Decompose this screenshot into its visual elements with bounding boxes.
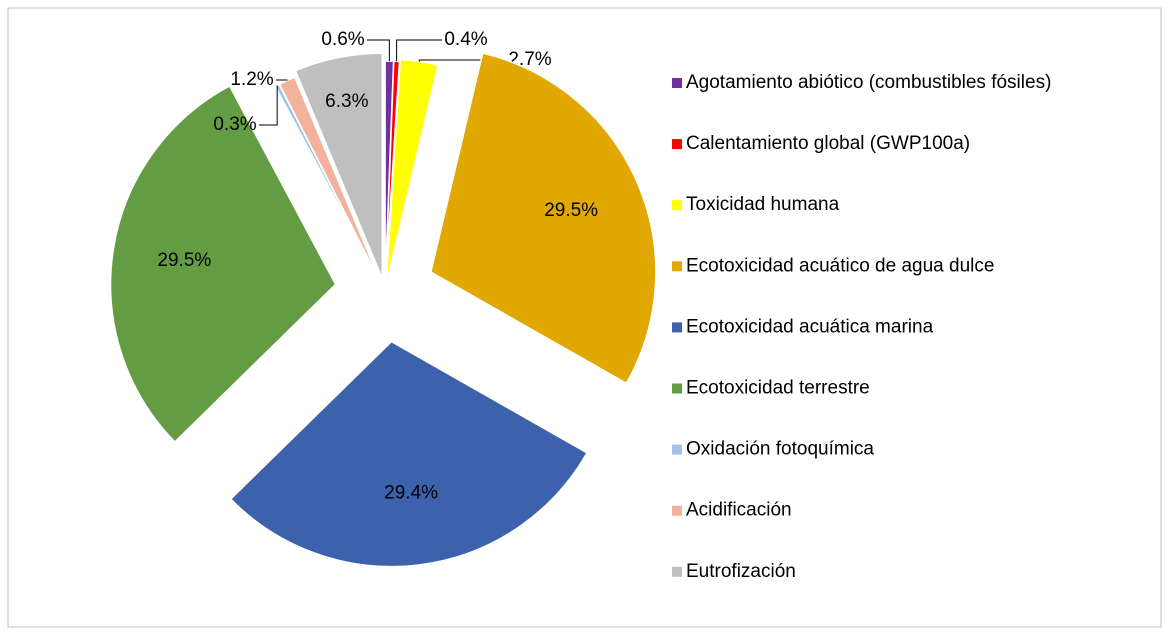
leader-line bbox=[396, 39, 442, 62]
data-label: 0.6% bbox=[321, 29, 364, 50]
data-label: 29.5% bbox=[157, 250, 211, 271]
legend-swatch bbox=[672, 383, 682, 394]
leader-line bbox=[367, 39, 390, 62]
data-label: 29.4% bbox=[384, 482, 438, 503]
pie-slice bbox=[229, 340, 589, 568]
legend-label: Agotamiento abiótico (combustibles fósil… bbox=[686, 72, 1051, 93]
legend-label: Acidificación bbox=[686, 500, 792, 521]
legend-swatch bbox=[672, 78, 682, 88]
legend-label: Ecotoxicidad acuática marina bbox=[686, 316, 934, 337]
pie-slice bbox=[429, 52, 657, 385]
legend-swatch bbox=[672, 505, 682, 516]
legend-swatch bbox=[672, 566, 682, 577]
data-label: 0.3% bbox=[213, 114, 256, 135]
legend-swatch bbox=[672, 444, 682, 455]
legend-label: Ecotoxicidad acuático de agua dulce bbox=[686, 255, 994, 276]
legend-swatch bbox=[672, 200, 682, 211]
data-label: 0.4% bbox=[444, 29, 487, 50]
pie-slice bbox=[294, 52, 383, 279]
legend-swatch bbox=[672, 261, 682, 272]
data-label: 29.5% bbox=[544, 200, 598, 221]
data-label: 6.3% bbox=[325, 91, 368, 112]
legend-label: Oxidación fotoquímica bbox=[686, 439, 874, 460]
pie-slice bbox=[384, 60, 401, 287]
legend-label: Calentamiento global (GWP100a) bbox=[686, 133, 970, 154]
leader-line bbox=[259, 85, 278, 126]
legend-label: Ecotoxicidad terrestre bbox=[686, 378, 870, 399]
leader-line bbox=[276, 79, 288, 81]
leader-line bbox=[418, 59, 506, 62]
pie-slice bbox=[109, 84, 337, 443]
legend-label: Eutrofización bbox=[686, 561, 796, 582]
legend-swatch bbox=[672, 322, 682, 333]
legend-label: Toxicidad humana bbox=[686, 194, 840, 215]
legend-swatch bbox=[672, 139, 682, 150]
data-label: 1.2% bbox=[230, 69, 273, 90]
